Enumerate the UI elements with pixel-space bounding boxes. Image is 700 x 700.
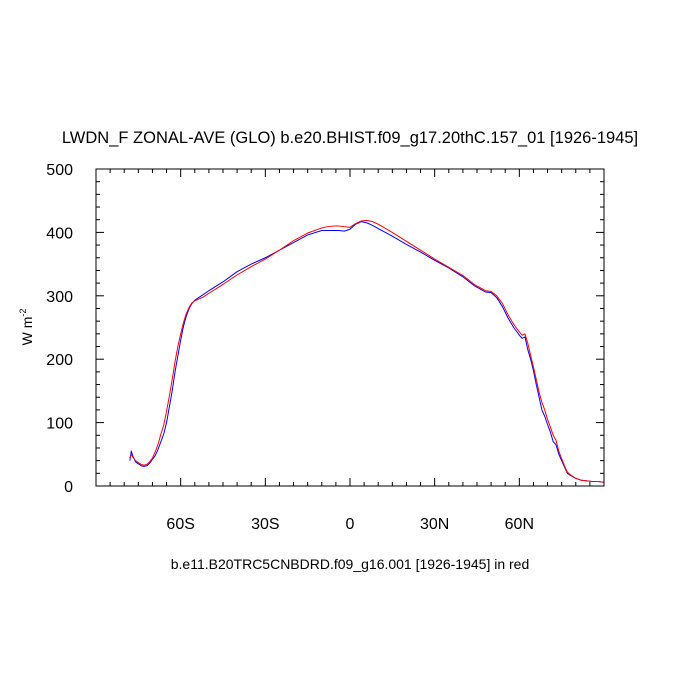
- y-tick-label: 500: [46, 162, 73, 179]
- y-axis-label-base: W m: [19, 317, 35, 346]
- x-tick-label: 60N: [505, 516, 534, 533]
- y-tick-label: 0: [64, 479, 73, 496]
- y-axis-label: W m-2: [18, 309, 35, 346]
- svg-text:W m-2: W m-2: [18, 309, 35, 346]
- x-tick-label: 60S: [166, 516, 194, 533]
- y-tick-label: 100: [46, 416, 73, 433]
- y-tick-label: 200: [46, 352, 73, 369]
- x-tick-label: 30S: [251, 516, 279, 533]
- y-tick-label: 300: [46, 289, 73, 306]
- y-axis-label-exponent: -2: [18, 309, 28, 317]
- series-line-blue: [129, 221, 605, 483]
- x-axis-label: b.e11.B20TRC5CNBDRD.f09_g16.001 [1926-19…: [171, 556, 530, 572]
- x-tick-label: 0: [346, 516, 355, 533]
- plot-frame: [95, 168, 605, 487]
- x-tick-label: 30N: [420, 516, 449, 533]
- chart-title: LWDN_F ZONAL-AVE (GLO) b.e20.BHIST.f09_g…: [62, 129, 638, 147]
- y-tick-label: 400: [46, 225, 73, 242]
- series-line-red: [129, 219, 605, 483]
